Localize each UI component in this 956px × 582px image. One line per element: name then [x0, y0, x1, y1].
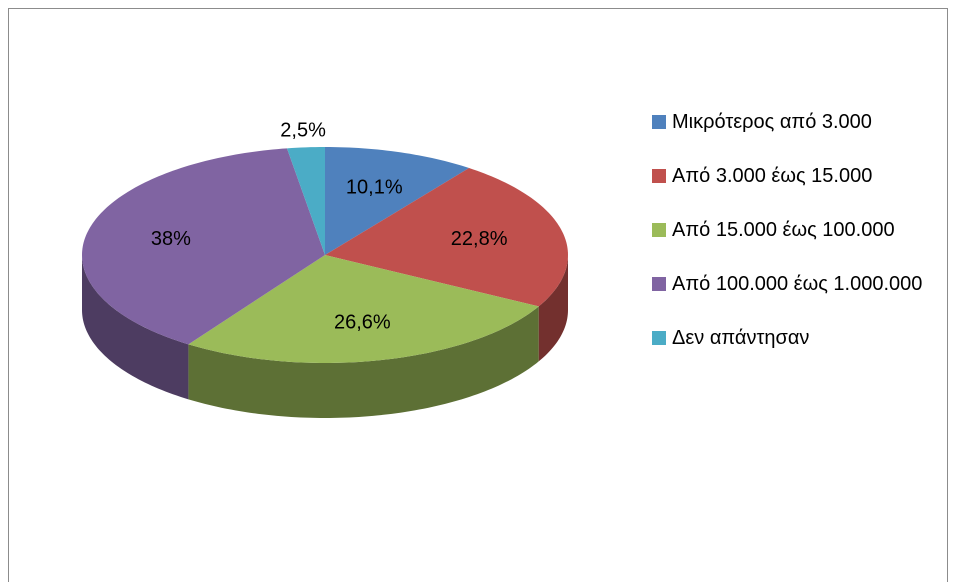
slice: [325, 147, 470, 255]
legend-label: Από 3.000 έως 15.000: [672, 165, 873, 187]
data-label: 38%: [151, 228, 191, 250]
legend: Μικρότερος από 3.000 Από 3.000 έως 15.000…: [652, 108, 948, 378]
legend-swatch: [652, 331, 666, 345]
legend-swatch: [652, 277, 666, 291]
legend-swatch: [652, 169, 666, 183]
legend-item: Μικρότερος από 3.000: [652, 108, 948, 136]
slice-side: [82, 255, 189, 400]
slice: [325, 168, 568, 307]
slice: [286, 147, 325, 255]
slice: [82, 148, 326, 345]
data-label: 22,8%: [451, 228, 508, 250]
legend-swatch: [652, 115, 666, 129]
legend-label: Από 15.000 έως 100.000: [672, 219, 895, 241]
slice: [188, 255, 539, 363]
legend-swatch: [652, 223, 666, 237]
slice-side: [188, 306, 539, 418]
legend-item: Δεν απάντησαν: [652, 324, 948, 352]
chart-frame: [8, 8, 948, 582]
legend-item: Από 3.000 έως 15.000: [652, 162, 948, 190]
slice-side: [538, 255, 568, 362]
data-label: 26,6%: [334, 311, 391, 333]
legend-label: Από 100.000 έως 1.000.000: [672, 273, 923, 295]
legend-item: Από 100.000 έως 1.000.000: [652, 270, 948, 298]
legend-item: Από 15.000 έως 100.000: [652, 216, 948, 244]
data-label: 2,5%: [280, 119, 326, 141]
legend-label: Μικρότερος από 3.000: [672, 111, 872, 133]
legend-label: Δεν απάντησαν: [672, 327, 810, 349]
data-label: 10,1%: [346, 177, 403, 199]
